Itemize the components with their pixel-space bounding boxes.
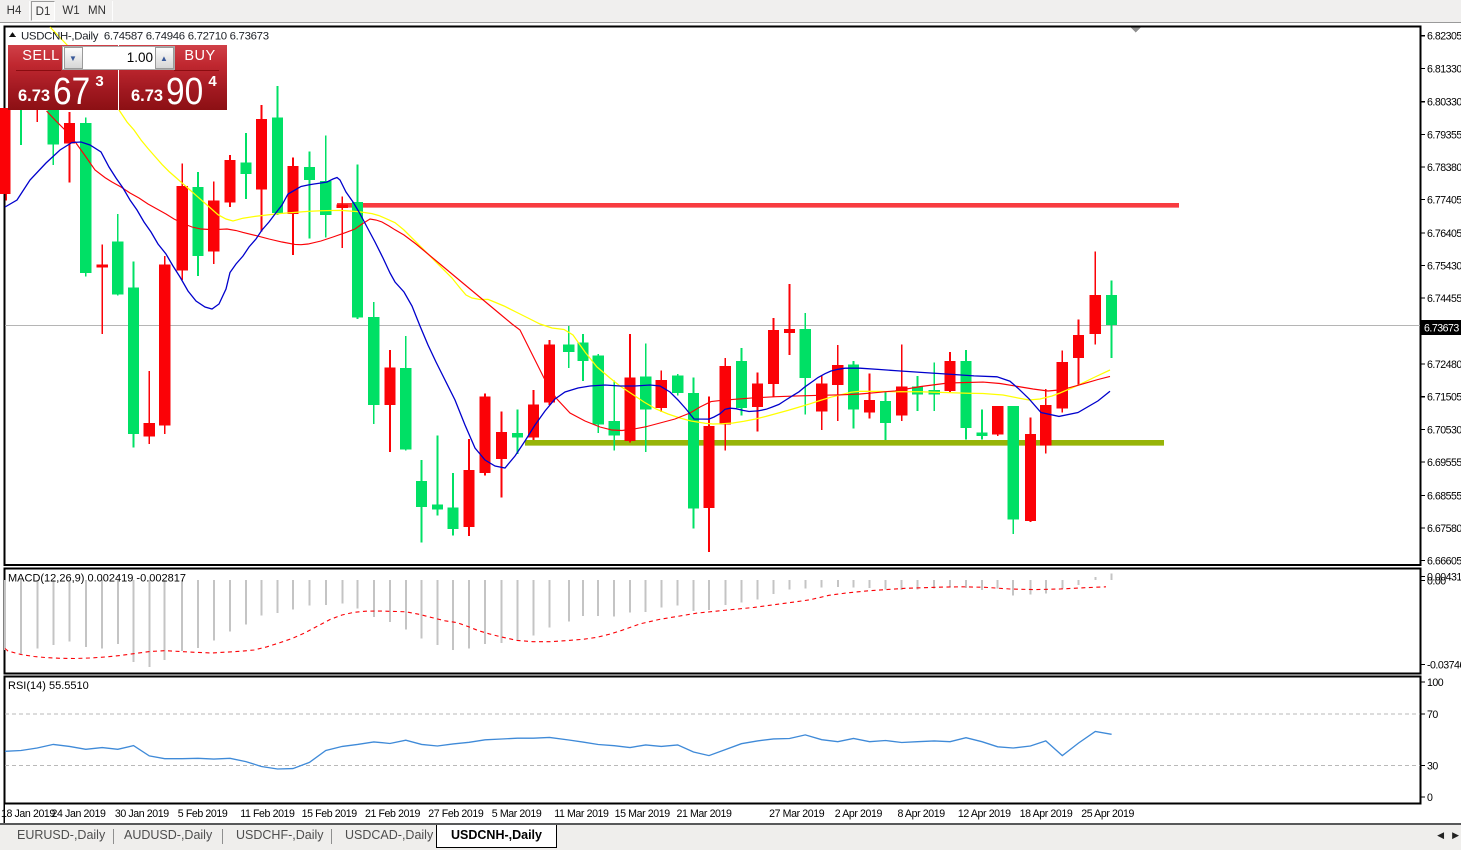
svg-text:2 Apr 2019: 2 Apr 2019 bbox=[835, 808, 883, 820]
svg-text:6.66605: 6.66605 bbox=[1427, 556, 1461, 568]
svg-text:27 Feb 2019: 27 Feb 2019 bbox=[428, 808, 484, 820]
svg-text:6.76405: 6.76405 bbox=[1427, 228, 1461, 240]
svg-text:21 Mar 2019: 21 Mar 2019 bbox=[676, 808, 732, 820]
svg-text:25 Apr 2019: 25 Apr 2019 bbox=[1081, 808, 1134, 820]
svg-text:5 Feb 2019: 5 Feb 2019 bbox=[178, 808, 228, 820]
svg-text:11 Feb 2019: 11 Feb 2019 bbox=[240, 808, 295, 820]
svg-text:6.75430: 6.75430 bbox=[1427, 261, 1461, 273]
svg-text:18 Jan 2019: 18 Jan 2019 bbox=[1, 808, 55, 820]
svg-text:27 Mar 2019: 27 Mar 2019 bbox=[769, 808, 825, 820]
svg-text:12 Apr 2019: 12 Apr 2019 bbox=[958, 808, 1011, 820]
svg-text:0: 0 bbox=[1427, 792, 1433, 804]
svg-text:6.79355: 6.79355 bbox=[1427, 129, 1461, 141]
svg-text:21 Feb 2019: 21 Feb 2019 bbox=[365, 808, 421, 820]
svg-text:6.69555: 6.69555 bbox=[1427, 457, 1461, 469]
svg-text:6.81330: 6.81330 bbox=[1427, 63, 1461, 75]
svg-text:RSI(14) 55.5510: RSI(14) 55.5510 bbox=[8, 680, 89, 692]
svg-text:6.74455: 6.74455 bbox=[1427, 293, 1461, 305]
svg-text:-0.03746: -0.03746 bbox=[1427, 660, 1461, 672]
svg-text:6.77405: 6.77405 bbox=[1427, 195, 1461, 207]
svg-text:MACD(12,26,9) 0.002419 -0.0028: MACD(12,26,9) 0.002419 -0.002817 bbox=[8, 573, 186, 585]
svg-text:30 Jan 2019: 30 Jan 2019 bbox=[115, 808, 169, 820]
svg-text:6.73673: 6.73673 bbox=[1424, 323, 1459, 335]
svg-text:6.80330: 6.80330 bbox=[1427, 97, 1461, 109]
svg-text:6.68555: 6.68555 bbox=[1427, 490, 1461, 502]
svg-text:6.82305: 6.82305 bbox=[1427, 31, 1461, 43]
svg-text:70: 70 bbox=[1427, 709, 1438, 721]
svg-text:0.00: 0.00 bbox=[1427, 575, 1446, 587]
svg-text:18 Apr 2019: 18 Apr 2019 bbox=[1020, 808, 1073, 820]
svg-text:USDCNH-,Daily 6.74587 6.74946: USDCNH-,Daily 6.74587 6.74946 6.72710 6.… bbox=[21, 31, 269, 43]
svg-text:24 Jan 2019: 24 Jan 2019 bbox=[52, 808, 106, 820]
svg-text:15 Mar 2019: 15 Mar 2019 bbox=[615, 808, 671, 820]
svg-text:0.004319: 0.004319 bbox=[1427, 571, 1461, 583]
svg-text:15 Feb 2019: 15 Feb 2019 bbox=[302, 808, 358, 820]
svg-text:8 Apr 2019: 8 Apr 2019 bbox=[897, 808, 945, 820]
svg-text:6.67580: 6.67580 bbox=[1427, 523, 1461, 535]
svg-text:5 Mar 2019: 5 Mar 2019 bbox=[492, 808, 542, 820]
svg-text:30: 30 bbox=[1427, 760, 1438, 772]
svg-text:11 Mar 2019: 11 Mar 2019 bbox=[554, 808, 609, 820]
svg-text:6.71505: 6.71505 bbox=[1427, 392, 1461, 404]
svg-text:6.70530: 6.70530 bbox=[1427, 424, 1461, 436]
svg-text:6.78380: 6.78380 bbox=[1427, 162, 1461, 174]
svg-text:6.72480: 6.72480 bbox=[1427, 359, 1461, 371]
svg-text:100: 100 bbox=[1427, 677, 1444, 689]
